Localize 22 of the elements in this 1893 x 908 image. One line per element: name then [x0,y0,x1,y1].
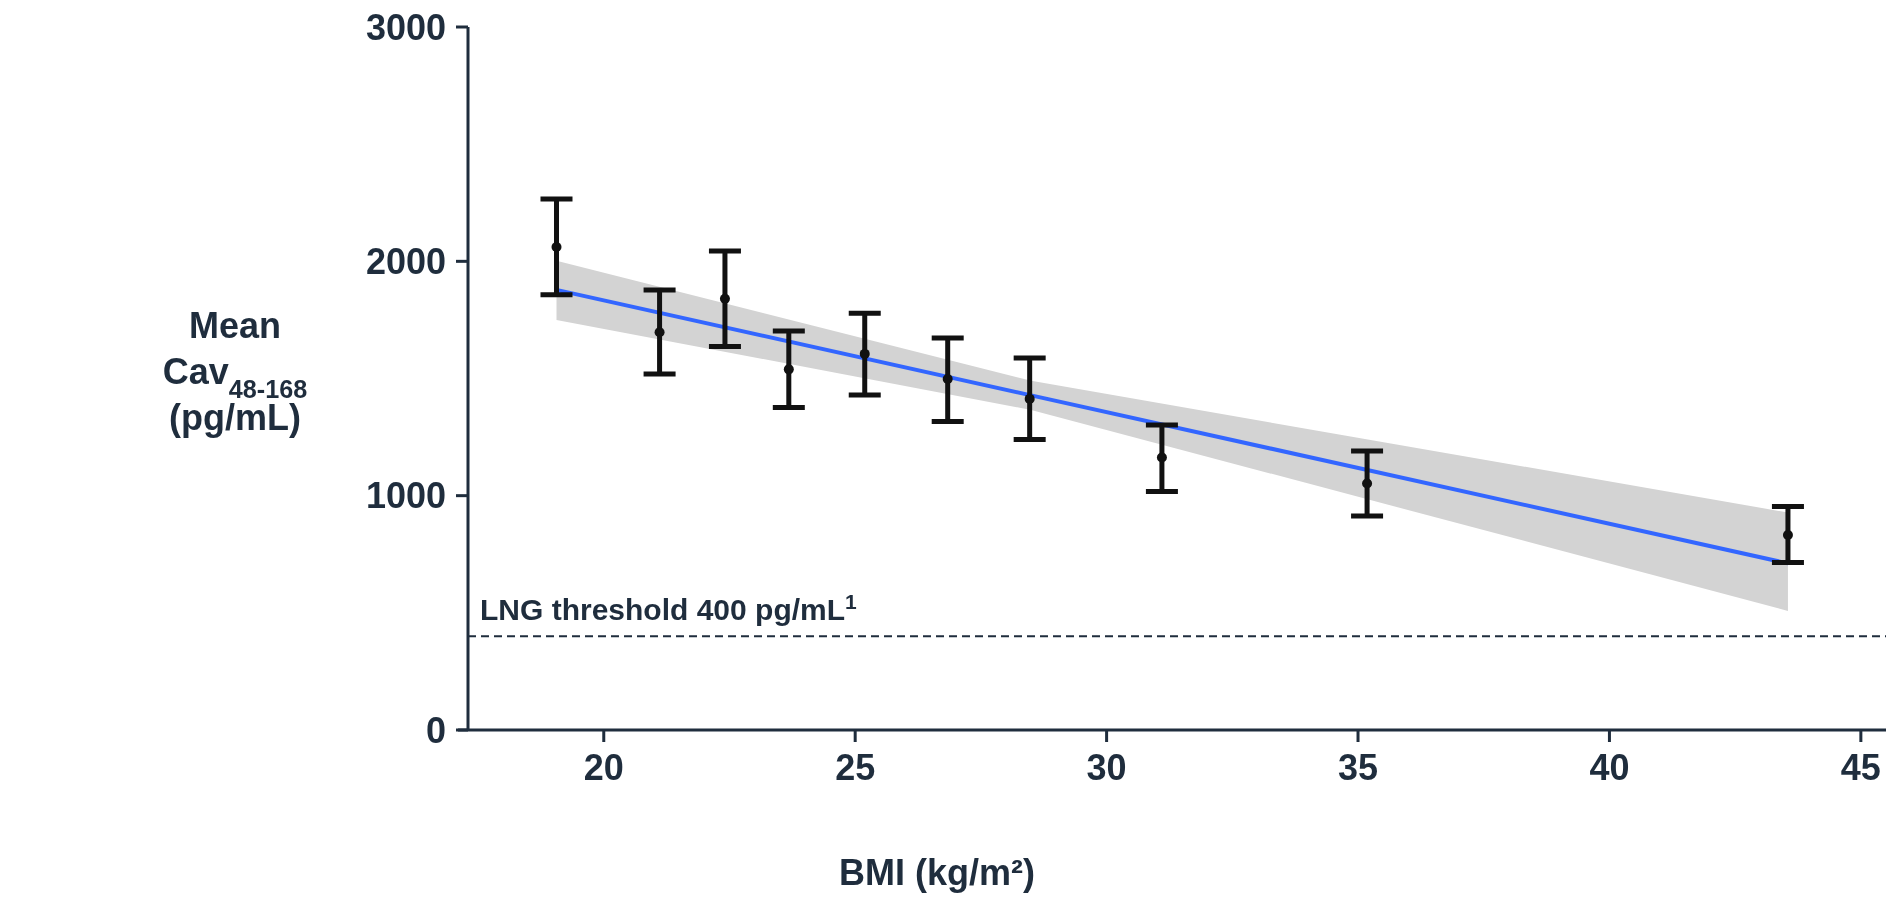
point [783,364,794,375]
y-tick-label: 0 [425,709,446,751]
ref-line-label: LNG threshold 400 pg/mL$^{1}$ [480,589,858,627]
point [1362,478,1373,489]
x-tick-label: 20 [583,747,624,788]
point [859,348,870,359]
y-axis-title: Mean Cav$_{48-168}$ (pg/mL) [162,305,308,438]
y-tick-label: 1000 [365,475,446,517]
point [1024,393,1035,404]
x-tick-label: 40 [1589,747,1630,788]
x-tick-label: 45 [1840,747,1881,788]
point [1156,452,1167,463]
x-tick-label: 30 [1086,747,1127,788]
x-tick-label: 25 [835,747,876,788]
point [654,327,665,338]
y-tick-label: 2000 [365,240,446,282]
point [942,373,953,384]
x-tick-label: 35 [1338,747,1379,788]
point [719,293,730,304]
y-tick-label: 3000 [365,6,446,48]
x-axis-title: BMI (kg/m²) [839,852,1035,893]
point [1782,530,1793,541]
